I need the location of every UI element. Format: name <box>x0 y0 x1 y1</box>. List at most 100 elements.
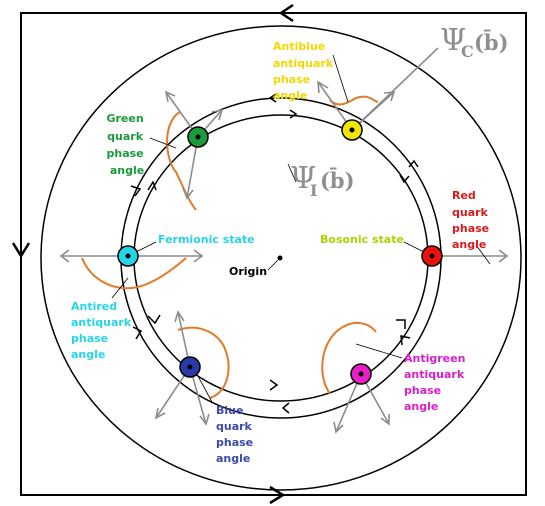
antired-label-line: angle <box>71 348 105 361</box>
ring-arrow <box>268 93 277 103</box>
green-leader <box>149 137 177 149</box>
ring-arrow <box>147 180 157 191</box>
labels: Green quark phase angle Antiblue antiqua… <box>71 40 493 465</box>
outer-ellipse <box>40 25 522 491</box>
phase-arrows <box>59 47 509 434</box>
psi-c-symbol: Ψ <box>440 23 466 58</box>
blue-phase-arc <box>177 326 230 399</box>
green-arrow-c-head <box>182 187 194 200</box>
ring-arrow <box>269 379 279 391</box>
antired-label-line: phase <box>71 332 108 345</box>
ring-arrow <box>289 109 298 119</box>
red-quark-core <box>429 253 435 259</box>
yellow-arrow-b-head <box>383 91 396 102</box>
red-label-line: Red <box>452 189 476 202</box>
antigreen-label-line: antiquark <box>404 368 465 381</box>
red-label-line: angle <box>452 238 486 251</box>
psi-i-subscript: I <box>310 181 317 200</box>
antired-leader <box>111 277 129 299</box>
ring-arrow <box>396 319 406 329</box>
blue-label-line: phase <box>216 436 253 449</box>
origin-label: Origin <box>229 265 267 278</box>
red-label-line: quark <box>452 206 489 219</box>
frame-arrow-left <box>11 242 31 259</box>
green-arrow-b-head <box>211 108 224 121</box>
magenta-arrow-b-head <box>380 414 390 426</box>
antired-label-line: antiquark <box>71 316 132 329</box>
psi-i-symbol: Ψ <box>290 161 316 196</box>
red-leader <box>475 244 491 265</box>
bosonic-leader <box>403 241 425 253</box>
antired-antiquark-core <box>125 253 131 259</box>
origin-leader <box>267 259 279 271</box>
psi-c-pointer <box>351 47 439 131</box>
ring-arrow <box>399 174 410 184</box>
blue-label-line: angle <box>216 452 250 465</box>
particles <box>117 119 443 385</box>
antiblue-antiquark-label: Antiblue antiquark phase angle <box>273 40 337 102</box>
antigreen-antiquark-core <box>358 371 364 377</box>
ring-arrow <box>408 159 419 168</box>
cyan-arrow-a-head <box>59 249 70 263</box>
blue-label-line: quark <box>216 420 253 433</box>
antigreen-leader <box>355 343 403 359</box>
blue-arrow-b-head <box>154 407 166 420</box>
ring-arrow <box>400 335 411 346</box>
blue-quark-label: Blue quark phase angle <box>216 404 257 465</box>
ring-direction-arrows <box>130 93 419 414</box>
phase-arcs <box>81 95 379 399</box>
psi-i-argument: (b̄) <box>320 168 355 193</box>
psi-i-label: Ψ I (b̄) <box>290 161 355 200</box>
antiblue-label-line: angle <box>273 89 307 102</box>
green-quark-label-line: phase <box>107 147 144 160</box>
frame-arrow-top <box>278 3 294 23</box>
ring-arrow <box>132 326 143 340</box>
antired-label-line: Antired <box>71 300 117 313</box>
red-label-line: phase <box>452 222 489 235</box>
red-arrow-head <box>498 249 509 263</box>
ring-arrow <box>281 402 290 414</box>
blue-arrow-a-head <box>174 310 185 323</box>
psi-c-label: Ψ C (b̄) <box>440 23 509 61</box>
antiblue-label-line: antiquark <box>273 57 334 70</box>
yellow-arrow-a-head <box>317 80 329 94</box>
antiblue-antiquark-core <box>349 127 355 133</box>
green-quark-label: Green quark phase angle <box>106 112 147 177</box>
green-phase-arc <box>166 111 197 211</box>
antigreen-label-line: phase <box>404 384 441 397</box>
green-quark-core <box>195 134 201 140</box>
yellow-phase-arc <box>329 95 379 106</box>
antigreen-label-line: Antigreen <box>404 352 465 365</box>
blue-label-line: Blue <box>216 404 243 417</box>
leader-lines <box>111 54 491 403</box>
cyan-arrow-b-head <box>193 249 204 263</box>
antiblue-label-line: phase <box>273 73 310 86</box>
cyan-phase-arc <box>81 257 187 290</box>
psi-c-subscript: C <box>461 42 474 61</box>
antiblue-label-line: Antiblue <box>273 40 325 53</box>
green-quark-label-line: quark <box>107 130 144 143</box>
antired-antiquark-label: Antired antiquark phase angle <box>71 300 135 361</box>
blue-arrow-c-head <box>199 413 210 426</box>
blue-leader <box>197 375 213 403</box>
ring-arrow <box>130 185 142 197</box>
green-quark-label-line: Green <box>106 112 143 125</box>
antigreen-antiquark-label: Antigreen antiquark phase angle <box>404 352 469 413</box>
bosonic-state-label: Bosonic state <box>320 233 404 246</box>
antigreen-label-line: angle <box>404 400 438 413</box>
red-quark-label: Red quark phase angle <box>452 189 493 251</box>
blue-quark-core <box>187 364 193 370</box>
magenta-arrow-a-head <box>333 421 344 434</box>
magenta-phase-arc <box>321 322 377 395</box>
psi-i-leader <box>287 163 297 183</box>
fermionic-state-label: Fermionic state <box>158 233 255 246</box>
green-arrow-a-head <box>164 90 176 103</box>
ring-arrow <box>147 314 161 325</box>
fermionic-leader <box>135 241 157 253</box>
psi-c-argument: (b̄) <box>474 30 509 55</box>
antiblue-leader <box>332 54 349 103</box>
origin-dot <box>277 255 283 261</box>
green-quark-label-line: angle <box>110 164 144 177</box>
